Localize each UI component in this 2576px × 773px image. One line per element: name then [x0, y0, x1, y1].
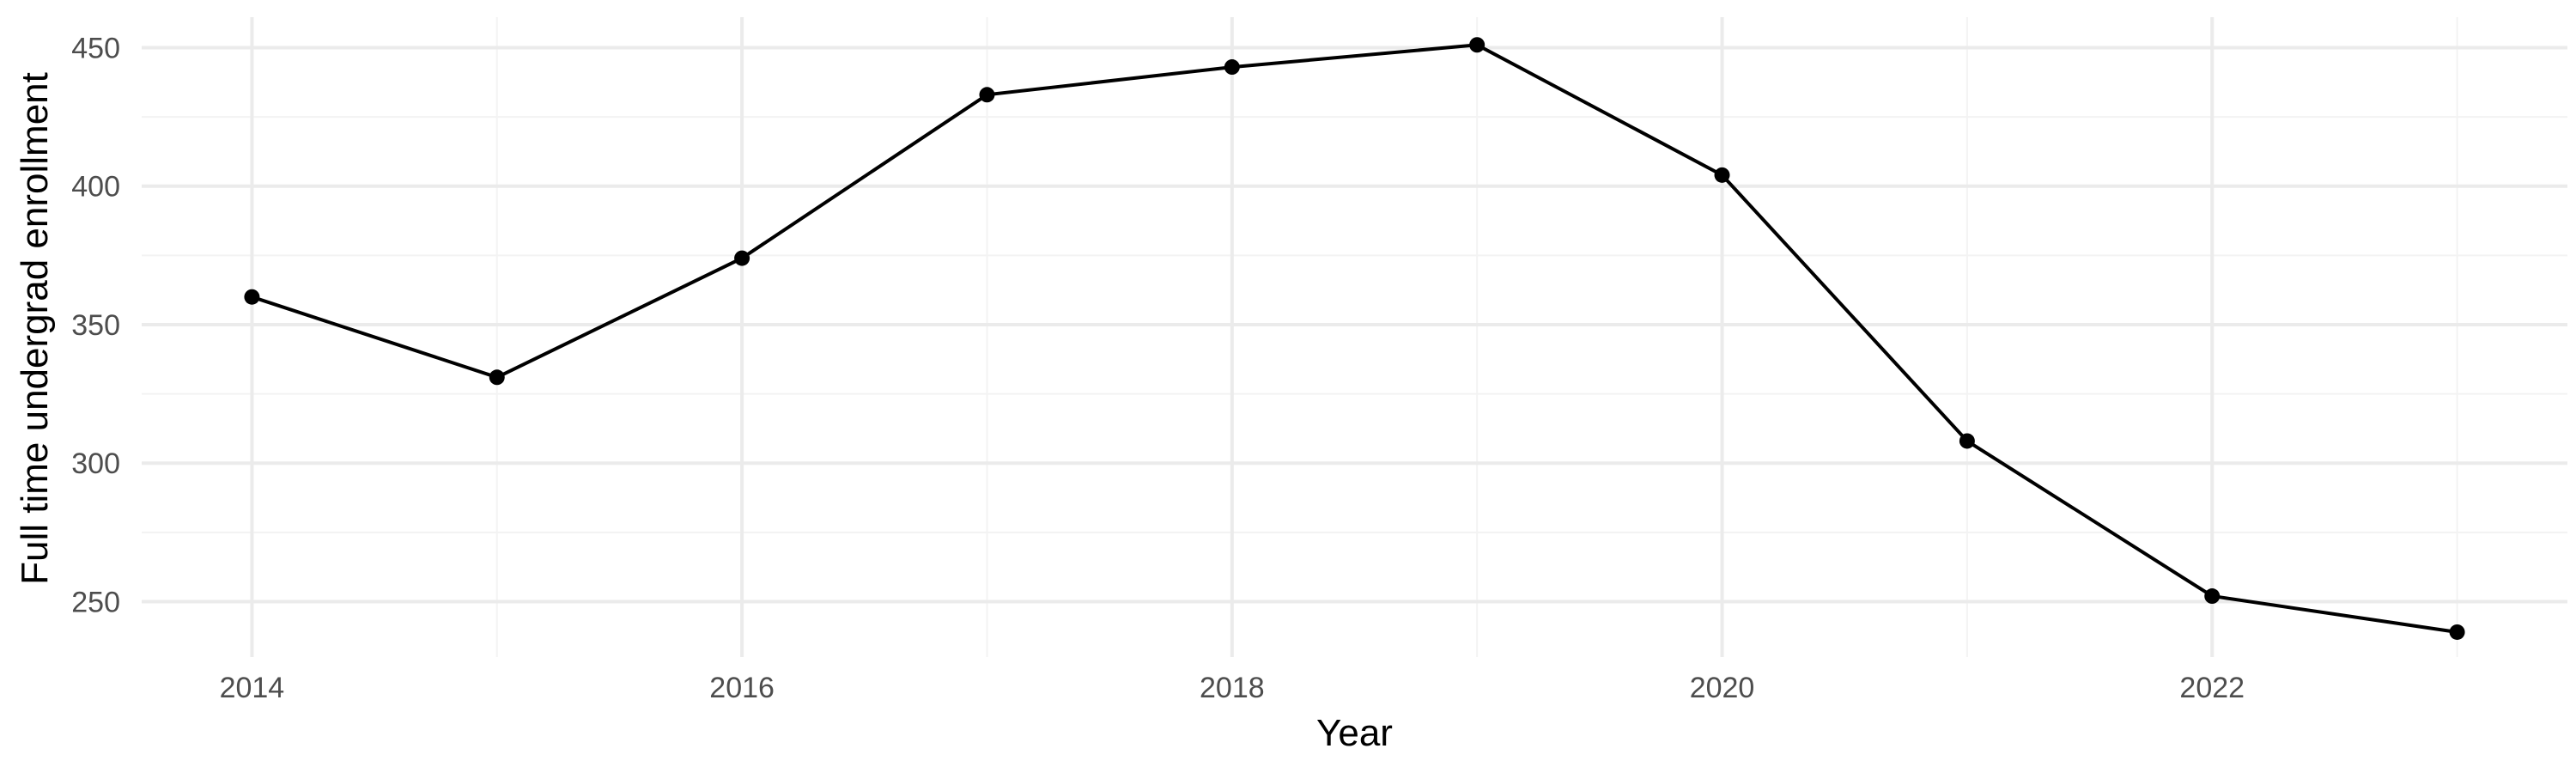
y-tick-label: 250	[71, 586, 120, 618]
data-point-2021	[1959, 433, 1975, 449]
y-tick-label: 300	[71, 447, 120, 480]
major-gridlines	[142, 17, 2567, 657]
data-point-2023	[2449, 624, 2465, 640]
series-line	[251, 43, 2458, 634]
series-layer	[244, 37, 2465, 640]
x-tick-label: 2018	[1200, 672, 1265, 704]
y-tick-label: 400	[71, 171, 120, 204]
y-tick-label: 350	[71, 309, 120, 342]
x-axis-tick-labels: 2014 2016 2018 2020 2022	[220, 672, 2245, 704]
data-point-2020	[1714, 167, 1730, 183]
data-point-2016	[734, 250, 750, 266]
minor-gridlines	[142, 17, 2567, 657]
y-axis-title: Full time undergrad enrollment	[14, 72, 56, 585]
y-axis-tick-labels: 250 300 350 400 450	[71, 32, 120, 618]
x-tick-label: 2020	[1690, 672, 1755, 704]
data-point-2014	[244, 289, 260, 305]
data-point-2018	[1224, 59, 1240, 76]
data-point-2017	[979, 87, 995, 103]
data-point-2015	[489, 369, 505, 386]
x-tick-label: 2016	[709, 672, 775, 704]
data-point-2022	[2204, 588, 2221, 605]
x-tick-label: 2014	[220, 672, 285, 704]
x-tick-label: 2022	[2179, 672, 2245, 704]
x-axis-title: Year	[1316, 712, 1393, 754]
data-point-2019	[1469, 37, 1485, 53]
y-tick-label: 450	[71, 32, 120, 64]
series-points	[244, 37, 2465, 640]
